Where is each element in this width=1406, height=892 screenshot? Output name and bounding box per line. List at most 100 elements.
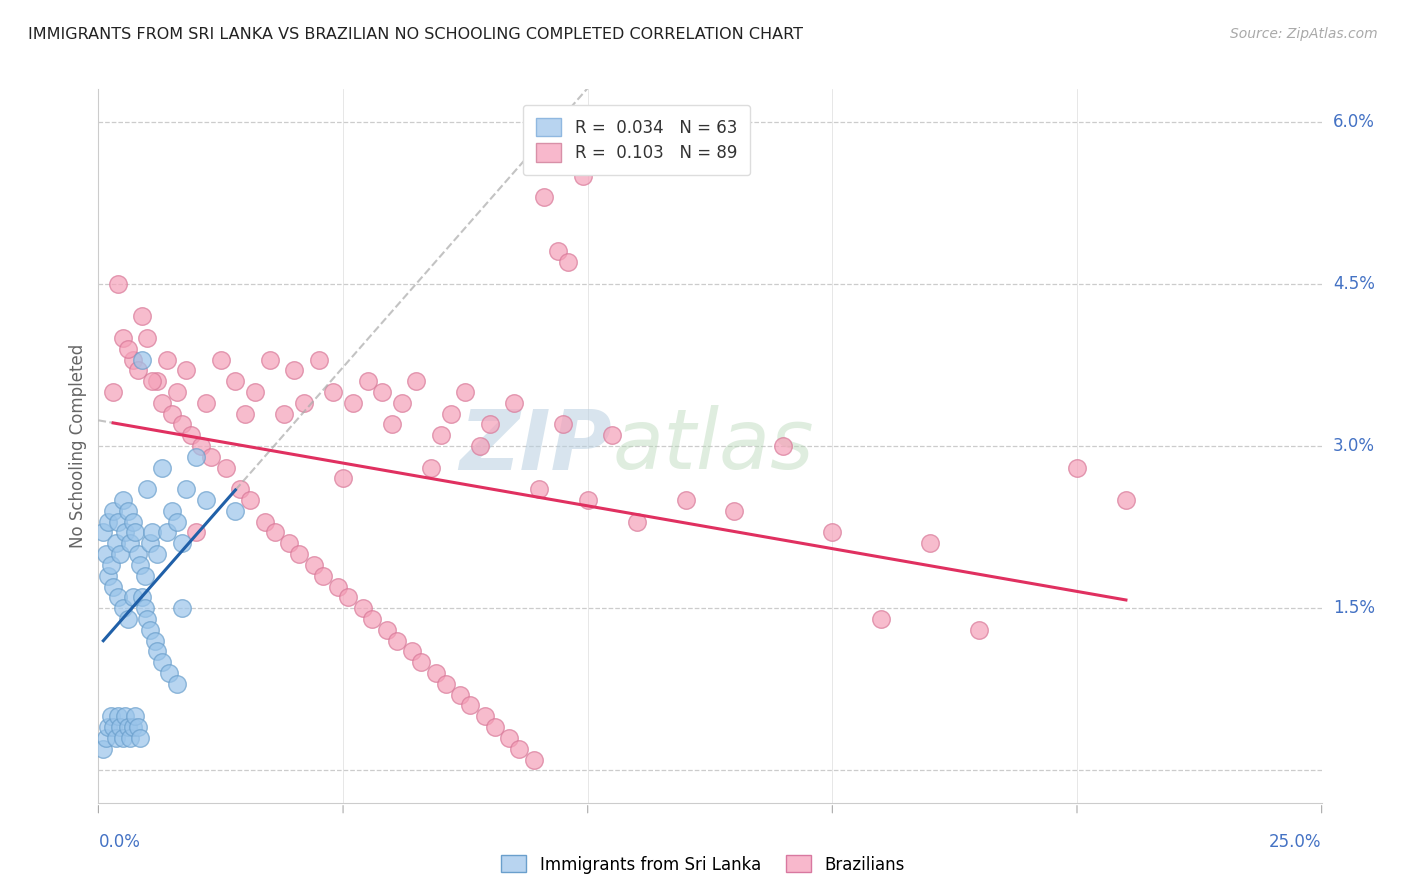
Point xyxy=(474,709,496,723)
Point xyxy=(430,428,453,442)
Point xyxy=(94,731,117,745)
Point xyxy=(214,460,236,475)
Point xyxy=(547,244,569,259)
Point xyxy=(127,363,149,377)
Point xyxy=(110,720,132,734)
Point xyxy=(100,709,122,723)
Point xyxy=(420,460,443,475)
Point xyxy=(117,612,139,626)
Point xyxy=(292,396,315,410)
Point xyxy=(114,525,136,540)
Point xyxy=(302,558,325,572)
Point xyxy=(440,407,463,421)
Text: ZIP: ZIP xyxy=(460,406,612,486)
Point xyxy=(263,525,285,540)
Point xyxy=(576,493,599,508)
Point xyxy=(97,568,120,582)
Point xyxy=(120,536,142,550)
Point xyxy=(352,601,374,615)
Point xyxy=(141,525,163,540)
Text: 0.0%: 0.0% xyxy=(98,833,141,851)
Text: 6.0%: 6.0% xyxy=(1333,112,1375,130)
Point xyxy=(134,601,156,615)
Point xyxy=(111,731,134,745)
Point xyxy=(166,515,188,529)
Point xyxy=(1115,493,1137,508)
Point xyxy=(356,374,378,388)
Legend: R =  0.034   N = 63, R =  0.103   N = 89: R = 0.034 N = 63, R = 0.103 N = 89 xyxy=(523,104,751,176)
Point xyxy=(200,450,222,464)
Point xyxy=(120,731,142,745)
Point xyxy=(332,471,354,485)
Point xyxy=(342,396,364,410)
Point xyxy=(229,482,252,496)
Point xyxy=(129,558,152,572)
Point xyxy=(124,709,146,723)
Point xyxy=(411,655,433,669)
Point xyxy=(503,396,526,410)
Y-axis label: No Schooling Completed: No Schooling Completed xyxy=(69,344,87,548)
Point xyxy=(150,396,173,410)
Point xyxy=(533,190,555,204)
Point xyxy=(97,515,120,529)
Point xyxy=(107,591,129,605)
Point xyxy=(124,525,146,540)
Legend: Immigrants from Sri Lanka, Brazilians: Immigrants from Sri Lanka, Brazilians xyxy=(494,847,912,882)
Point xyxy=(146,547,169,561)
Point xyxy=(821,525,844,540)
Point xyxy=(322,384,344,399)
Point xyxy=(772,439,794,453)
Point xyxy=(101,384,124,399)
Point xyxy=(190,439,212,453)
Point xyxy=(523,753,546,767)
Point xyxy=(312,568,335,582)
Point xyxy=(557,255,579,269)
Point xyxy=(146,374,169,388)
Point xyxy=(401,644,423,658)
Point xyxy=(107,515,129,529)
Point xyxy=(186,450,208,464)
Point xyxy=(273,407,295,421)
Point xyxy=(127,547,149,561)
Text: 25.0%: 25.0% xyxy=(1270,833,1322,851)
Point xyxy=(150,460,173,475)
Point xyxy=(361,612,384,626)
Point xyxy=(157,666,180,681)
Text: Source: ZipAtlas.com: Source: ZipAtlas.com xyxy=(1230,27,1378,41)
Point xyxy=(723,504,745,518)
Point xyxy=(170,601,193,615)
Text: atlas: atlas xyxy=(612,406,814,486)
Point xyxy=(143,633,166,648)
Point xyxy=(111,331,134,345)
Point xyxy=(117,504,139,518)
Point xyxy=(176,482,198,496)
Point xyxy=(131,591,153,605)
Point xyxy=(253,515,276,529)
Point xyxy=(259,352,281,367)
Point xyxy=(156,525,179,540)
Point xyxy=(626,515,648,529)
Point xyxy=(160,504,183,518)
Point xyxy=(371,384,394,399)
Point xyxy=(100,558,122,572)
Point xyxy=(136,331,159,345)
Point xyxy=(136,482,159,496)
Point xyxy=(117,342,139,356)
Point xyxy=(136,612,159,626)
Point xyxy=(243,384,266,399)
Point xyxy=(468,439,491,453)
Point xyxy=(94,547,117,561)
Point xyxy=(121,515,143,529)
Point xyxy=(129,731,152,745)
Point xyxy=(101,720,124,734)
Point xyxy=(139,536,162,550)
Point xyxy=(381,417,404,432)
Point xyxy=(425,666,447,681)
Point xyxy=(91,525,114,540)
Point xyxy=(195,396,218,410)
Point xyxy=(127,720,149,734)
Point xyxy=(405,374,427,388)
Point xyxy=(385,633,408,648)
Point xyxy=(101,580,124,594)
Point xyxy=(224,374,246,388)
